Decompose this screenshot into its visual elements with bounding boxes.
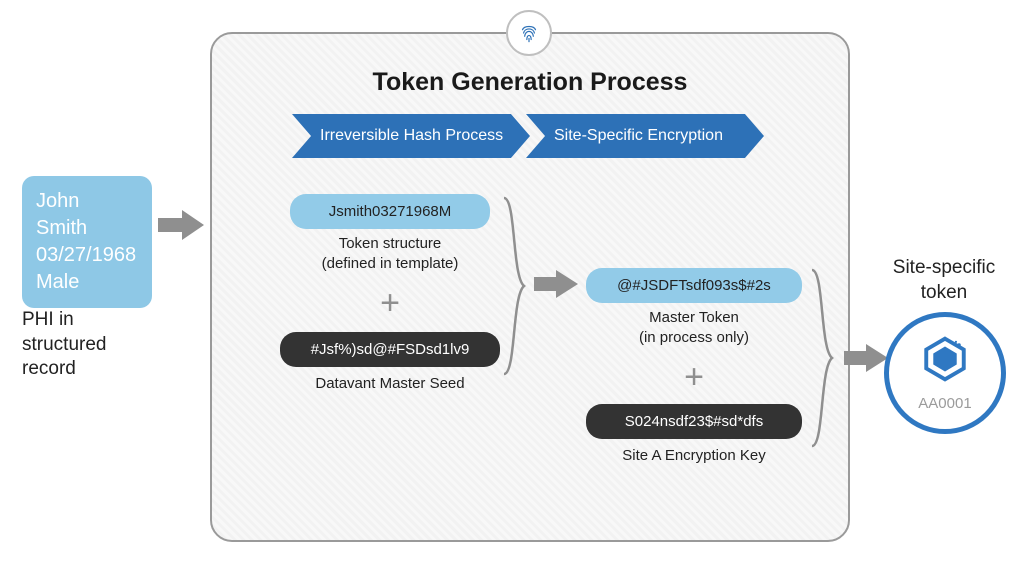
plus-encrypt-icon: + xyxy=(586,358,802,397)
phi-input-box: John Smith 03/27/1968 Male xyxy=(22,176,152,308)
brace-hash-icon xyxy=(500,196,528,381)
master-seed-label: Datavant Master Seed xyxy=(280,374,500,394)
brace-encrypt-icon xyxy=(808,268,836,453)
token-structure-label: Token structure (defined in template) xyxy=(290,234,490,275)
process-steps: Irreversible Hash Process Site-Specific … xyxy=(292,114,764,158)
phi-line-1: John xyxy=(36,188,138,215)
panel-title: Token Generation Process xyxy=(210,68,850,97)
site-token-ring: AA0001 xyxy=(884,312,1006,434)
phi-caption: PHI in structured record xyxy=(22,308,162,382)
step-hash: Irreversible Hash Process xyxy=(292,114,530,158)
fingerprint-icon xyxy=(506,10,552,56)
site-key-label: Site A Encryption Key xyxy=(586,446,802,466)
arrow-phi-to-panel-icon xyxy=(158,208,206,247)
master-seed-pill: #Jsf%)sd@#FSDsd1lv9 xyxy=(280,332,500,367)
token-id: AA0001 xyxy=(918,395,971,412)
token-structure-pill: Jsmith03271968M xyxy=(290,194,490,229)
step-encrypt: Site-Specific Encryption xyxy=(526,114,764,158)
datavant-logo-icon xyxy=(920,334,970,389)
phi-line-2: Smith xyxy=(36,215,138,242)
phi-line-3: 03/27/1968 xyxy=(36,242,138,269)
site-key-pill: S024nsdf23$#sd*dfs xyxy=(586,404,802,439)
arrow-hash-to-encrypt-icon xyxy=(534,268,580,305)
phi-line-4: Male xyxy=(36,269,138,296)
output-caption: Site-specific token xyxy=(874,256,1014,305)
master-token-label: Master Token (in process only) xyxy=(586,308,802,349)
plus-hash-icon: + xyxy=(290,284,490,323)
master-token-pill: @#JSDFTsdf093s$#2s xyxy=(586,268,802,303)
